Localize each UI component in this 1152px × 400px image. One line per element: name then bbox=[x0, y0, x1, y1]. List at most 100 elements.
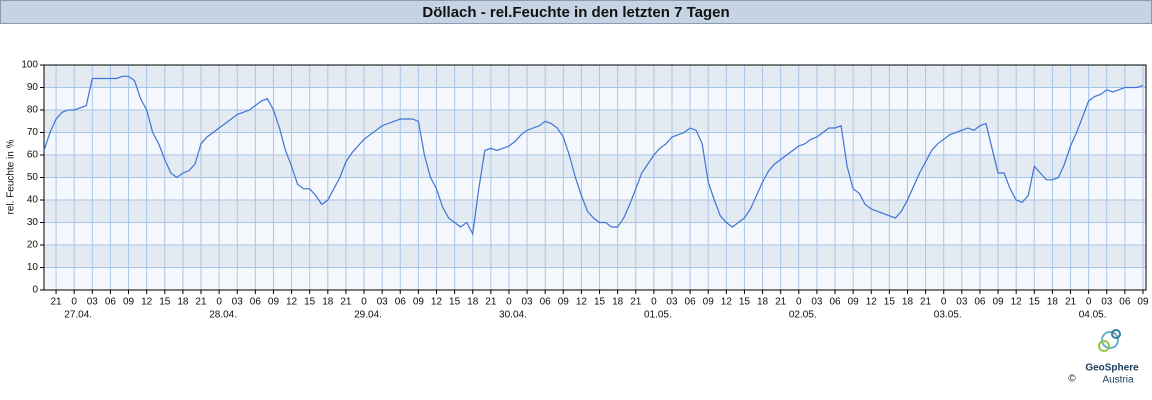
y-tick-label: 80 bbox=[27, 105, 39, 116]
y-tick-label: 10 bbox=[27, 262, 39, 273]
logo-icon bbox=[1098, 329, 1121, 352]
x-tick-label: 18 bbox=[902, 297, 914, 308]
title-bar: Döllach - rel.Feuchte in den letzten 7 T… bbox=[0, 0, 1152, 24]
x-tick-label: 0 bbox=[506, 297, 512, 308]
x-tick-label: 21 bbox=[51, 297, 63, 308]
copyright: © bbox=[1068, 374, 1076, 385]
logo-text: Austria bbox=[1102, 375, 1134, 386]
date-label: 04.05. bbox=[1079, 310, 1107, 321]
x-tick-label: 15 bbox=[159, 297, 171, 308]
x-tick-label: 18 bbox=[177, 297, 189, 308]
x-tick-label: 18 bbox=[467, 297, 479, 308]
x-tick-label: 03 bbox=[956, 297, 968, 308]
grid-band bbox=[44, 65, 1146, 88]
x-tick-label: 21 bbox=[775, 297, 787, 308]
y-tick-label: 60 bbox=[27, 150, 39, 161]
x-tick-label: 21 bbox=[340, 297, 352, 308]
x-tick-label: 06 bbox=[250, 297, 262, 308]
x-tick-label: 21 bbox=[195, 297, 207, 308]
x-tick-label: 15 bbox=[739, 297, 751, 308]
x-tick-label: 09 bbox=[123, 297, 135, 308]
date-label: 03.05. bbox=[934, 310, 962, 321]
x-tick-label: 03 bbox=[666, 297, 678, 308]
x-tick-label: 18 bbox=[1047, 297, 1059, 308]
x-tick-label: 15 bbox=[449, 297, 461, 308]
y-tick-label: 30 bbox=[27, 217, 39, 228]
x-tick-label: 03 bbox=[87, 297, 99, 308]
x-tick-label: 18 bbox=[612, 297, 624, 308]
x-tick-label: 06 bbox=[1119, 297, 1131, 308]
x-tick-label: 09 bbox=[703, 297, 715, 308]
logo-text: GeoSphere bbox=[1085, 363, 1139, 374]
x-tick-label: 21 bbox=[920, 297, 932, 308]
date-label: 27.04. bbox=[64, 310, 92, 321]
x-tick-label: 03 bbox=[232, 297, 244, 308]
x-tick-label: 03 bbox=[377, 297, 389, 308]
grid-band bbox=[44, 155, 1146, 178]
x-tick-label: 06 bbox=[540, 297, 552, 308]
grid-band bbox=[44, 87, 1146, 110]
x-tick-label: 09 bbox=[413, 297, 425, 308]
x-tick-label: 0 bbox=[796, 297, 802, 308]
x-tick-label: 0 bbox=[71, 297, 77, 308]
grid-band bbox=[44, 110, 1146, 133]
x-tick-label: 12 bbox=[141, 297, 153, 308]
y-tick-label: 0 bbox=[32, 285, 38, 296]
y-tick-label: 100 bbox=[21, 60, 38, 71]
x-tick-label: 15 bbox=[884, 297, 896, 308]
x-tick-label: 18 bbox=[322, 297, 334, 308]
x-tick-label: 12 bbox=[431, 297, 443, 308]
x-tick-label: 09 bbox=[848, 297, 860, 308]
y-tick-label: 40 bbox=[27, 195, 39, 206]
x-tick-label: 06 bbox=[974, 297, 986, 308]
x-tick-label: 09 bbox=[1137, 297, 1149, 308]
grid-band bbox=[44, 267, 1146, 290]
x-tick-label: 03 bbox=[522, 297, 534, 308]
date-label: 29.04. bbox=[354, 310, 382, 321]
grid-band bbox=[44, 177, 1146, 200]
x-tick-label: 21 bbox=[1065, 297, 1077, 308]
x-tick-label: 0 bbox=[651, 297, 657, 308]
x-tick-label: 12 bbox=[1011, 297, 1023, 308]
y-tick-label: 50 bbox=[27, 172, 39, 183]
x-tick-label: 15 bbox=[304, 297, 316, 308]
grid-band bbox=[44, 222, 1146, 245]
x-tick-label: 12 bbox=[286, 297, 298, 308]
y-tick-label: 20 bbox=[27, 240, 39, 251]
y-tick-label: 70 bbox=[27, 127, 39, 138]
x-tick-label: 18 bbox=[757, 297, 769, 308]
x-tick-label: 03 bbox=[1101, 297, 1113, 308]
x-tick-label: 12 bbox=[866, 297, 878, 308]
x-tick-label: 0 bbox=[361, 297, 367, 308]
grid-band bbox=[44, 245, 1146, 268]
chart-title: Döllach - rel.Feuchte in den letzten 7 T… bbox=[422, 3, 730, 21]
x-tick-label: 0 bbox=[1086, 297, 1092, 308]
x-tick-label: 15 bbox=[594, 297, 606, 308]
grid-band bbox=[44, 200, 1146, 223]
x-tick-label: 09 bbox=[558, 297, 570, 308]
y-tick-label: 90 bbox=[27, 82, 39, 93]
x-tick-label: 09 bbox=[992, 297, 1004, 308]
y-axis-label: rel. Feuchte in % bbox=[6, 139, 17, 214]
data-line bbox=[43, 75, 1144, 236]
date-label: 28.04. bbox=[209, 310, 237, 321]
x-tick-label: 06 bbox=[395, 297, 407, 308]
x-tick-label: 0 bbox=[216, 297, 222, 308]
x-tick-label: 06 bbox=[685, 297, 697, 308]
date-label: 01.05. bbox=[644, 310, 672, 321]
x-tick-label: 15 bbox=[1029, 297, 1041, 308]
x-tick-label: 12 bbox=[721, 297, 733, 308]
x-tick-label: 06 bbox=[829, 297, 841, 308]
x-tick-label: 12 bbox=[576, 297, 588, 308]
x-tick-label: 0 bbox=[941, 297, 947, 308]
grid-band bbox=[44, 132, 1146, 155]
x-tick-label: 21 bbox=[485, 297, 497, 308]
x-tick-label: 03 bbox=[811, 297, 823, 308]
plot-frame bbox=[43, 64, 1147, 291]
x-tick-label: 21 bbox=[630, 297, 642, 308]
x-tick-label: 06 bbox=[105, 297, 117, 308]
date-label: 02.05. bbox=[789, 310, 817, 321]
date-label: 30.04. bbox=[499, 310, 527, 321]
